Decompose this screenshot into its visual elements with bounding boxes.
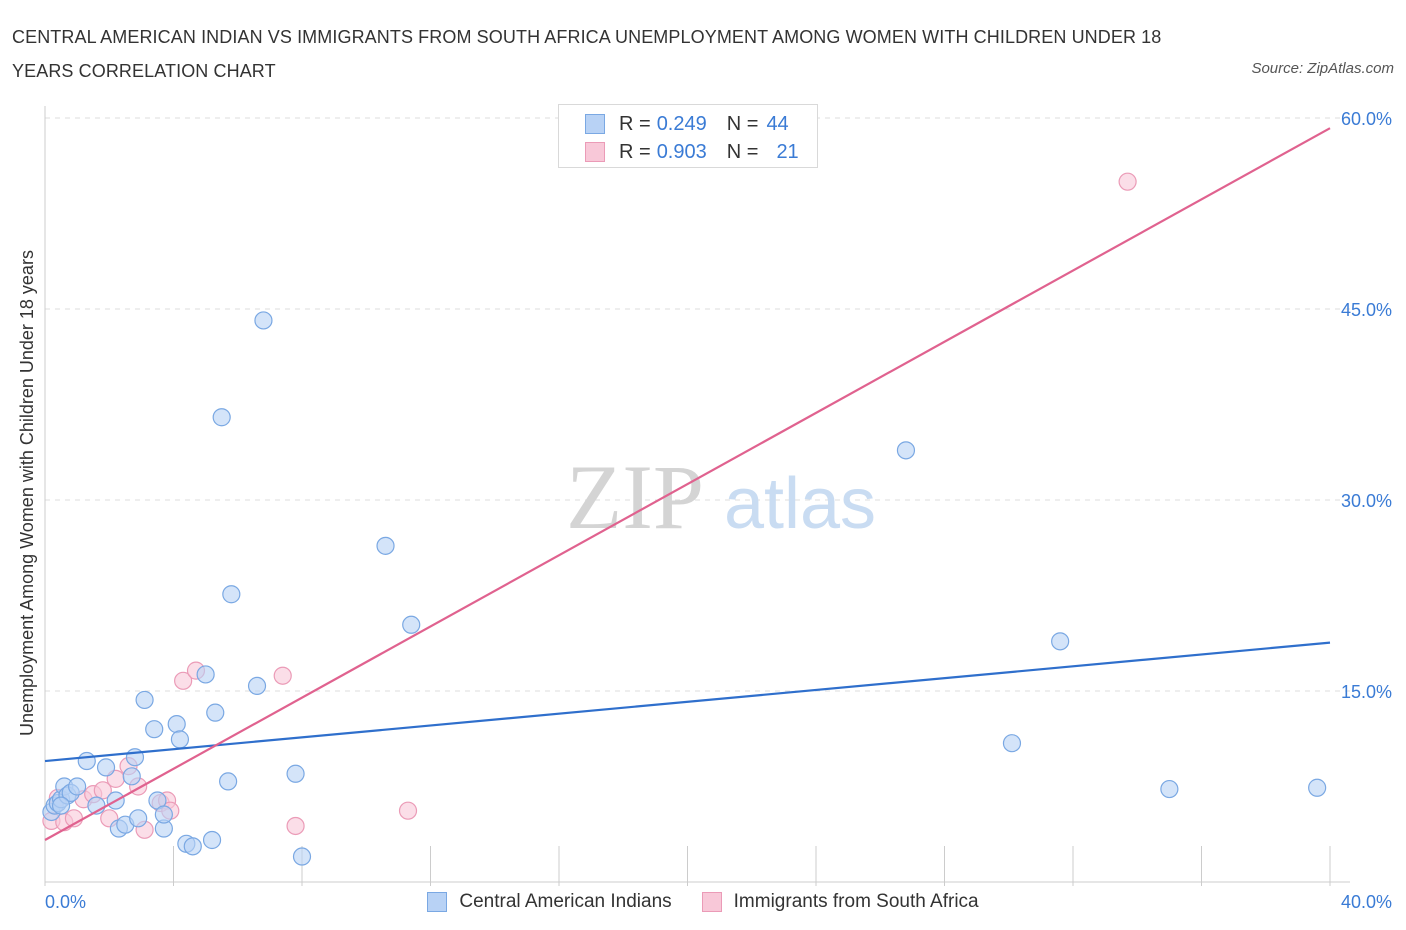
blue-point xyxy=(212,408,231,427)
blue-point xyxy=(96,758,116,777)
blue-point xyxy=(154,805,173,824)
blue-point xyxy=(77,751,96,771)
blue-point xyxy=(196,665,215,684)
blue-point xyxy=(1308,778,1327,797)
blue-point xyxy=(135,690,154,710)
r-value-blue: 0.249 xyxy=(656,112,707,135)
pink-square-icon xyxy=(701,892,722,912)
blue-point xyxy=(129,809,148,828)
pink-point xyxy=(286,816,305,836)
blue-point xyxy=(1002,734,1022,753)
n-label: N = xyxy=(726,140,759,163)
blue-point xyxy=(292,847,312,866)
blue-square-icon xyxy=(427,892,448,912)
axes-layer xyxy=(44,106,1350,886)
trend-layer xyxy=(44,127,1331,841)
labels-layer: 15.0% 30.0% 45.0% 60.0% 0.0% 40.0% Unemploymen… xyxy=(17,109,1392,912)
blue-point xyxy=(122,767,141,786)
r-label: R = xyxy=(619,140,651,163)
chart-title: CENTRAL AMERICAN INDIAN VS IMMIGRANTS FR… xyxy=(12,27,1162,81)
blue-point xyxy=(1160,779,1179,799)
blue-point xyxy=(68,777,87,796)
blue-trend-line xyxy=(44,641,1331,763)
blue-point xyxy=(183,837,202,856)
y-tick-label: 15.0% xyxy=(1341,682,1392,702)
y-axis-label: Unemployment Among Women with Children U… xyxy=(17,250,37,736)
y-tick-label: 45.0% xyxy=(1341,300,1392,320)
pink-point xyxy=(273,666,292,685)
legend-row-pink: R = 0.903 N = 21 xyxy=(585,140,799,164)
legend-item-immigrants-south-africa[interactable]: Immigrants from South Africa xyxy=(701,891,979,913)
grid-layer xyxy=(45,117,1350,692)
pink-swatch-icon xyxy=(585,142,605,162)
blue-swatch-icon xyxy=(585,114,605,134)
blue-point xyxy=(286,764,305,783)
legend-item-central-american-indians[interactable]: Central American Indians xyxy=(427,891,672,913)
pink-point xyxy=(398,801,418,820)
y-tick-label: 60.0% xyxy=(1341,109,1392,129)
n-value-pink: 21 xyxy=(776,140,799,163)
watermark: ZIP atlas xyxy=(566,446,876,548)
blue-point xyxy=(376,536,395,555)
source-label: Source: ZipAtlas.com xyxy=(1251,60,1394,77)
blue-point xyxy=(167,715,186,734)
blue-point xyxy=(254,311,273,330)
x-tick-label: 0.0% xyxy=(45,892,86,912)
watermark-zip: ZIP xyxy=(566,446,704,548)
pink-trend-line xyxy=(44,127,1331,841)
x-tick-label: 40.0% xyxy=(1341,892,1392,912)
n-label: N = xyxy=(726,112,759,135)
legend-label-blue: Central American Indians xyxy=(459,891,672,912)
r-label: R = xyxy=(619,112,651,135)
legend-row-blue: R = 0.249 N = 44 xyxy=(585,112,789,136)
y-tick-label: 30.0% xyxy=(1341,491,1392,511)
blue-point xyxy=(51,796,71,815)
blue-point xyxy=(896,441,916,460)
r-value-pink: 0.903 xyxy=(656,140,707,163)
blue-point xyxy=(170,730,190,749)
correlation-legend: R = 0.249 N = 44 R = 0.903 N = 21 xyxy=(558,104,818,168)
blue-point xyxy=(219,772,238,791)
blue-point xyxy=(402,615,421,634)
watermark-atlas: atlas xyxy=(724,464,876,544)
points-layer xyxy=(42,172,1327,866)
pink-point xyxy=(1118,172,1137,191)
blue-point xyxy=(145,720,164,739)
series-legend: Central American Indians Immigrants from… xyxy=(0,888,1406,916)
pink-point xyxy=(93,781,112,800)
pink-point xyxy=(174,671,193,690)
blue-point xyxy=(202,830,222,850)
blue-point xyxy=(247,676,267,696)
blue-point xyxy=(206,703,225,722)
n-value-blue: 44 xyxy=(766,112,789,135)
legend-label-pink: Immigrants from South Africa xyxy=(733,891,979,912)
blue-point xyxy=(1051,632,1070,651)
blue-point xyxy=(222,585,241,604)
